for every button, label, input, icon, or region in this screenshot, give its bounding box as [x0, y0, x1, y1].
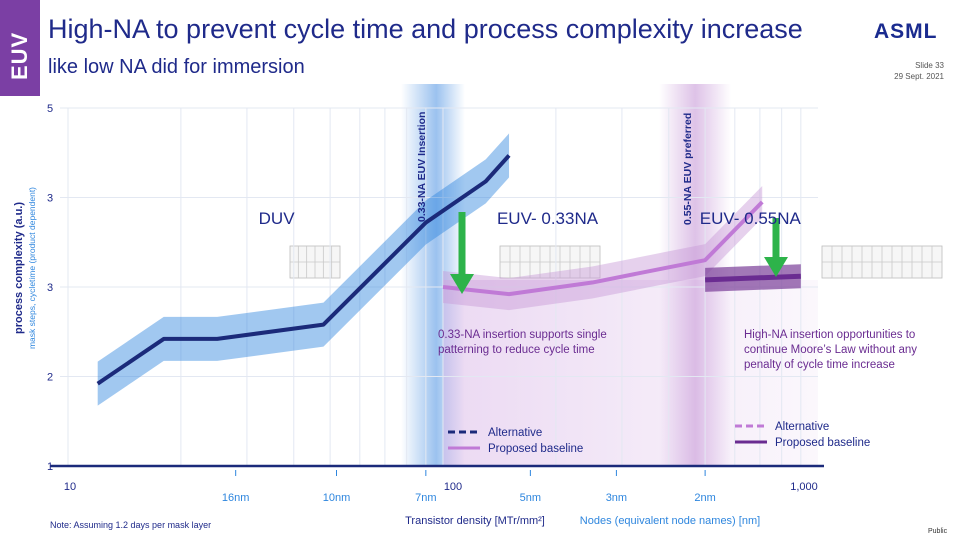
region-label: EUV- 0.33NA — [497, 209, 599, 228]
node-tick-label: 16nm — [222, 492, 250, 504]
annotation-text: High-NA insertion opportunities to contin… — [744, 329, 917, 371]
node-tick-label: 7nm — [415, 492, 436, 504]
layout-pattern-icon — [289, 245, 341, 279]
legend-label: Proposed baseline — [775, 437, 870, 449]
node-tick-label: 5nm — [520, 492, 541, 504]
annotation-line: 0.33-NA insertion supports single — [438, 329, 607, 341]
legend-label: Proposed baseline — [488, 443, 583, 455]
layout-pattern-icon — [821, 245, 943, 279]
y-axis-title: process complexity (a.u.) — [13, 202, 25, 334]
region-label: DUV — [259, 209, 296, 228]
y-tick-label: 2 — [47, 372, 53, 384]
legend-label: Alternative — [488, 427, 542, 439]
footnote: Note: Assuming 1.2 days per mask layer — [50, 520, 212, 530]
slide-subtitle: like low NA did for immersion — [48, 56, 305, 78]
annotation-line: penalty of cycle time increase — [744, 359, 895, 371]
node-tick-label: 10nm — [323, 492, 351, 504]
series-line — [96, 154, 511, 386]
insertion-label: 0.33-NA EUV Insertion — [416, 112, 428, 222]
classification-label: Public — [928, 528, 948, 535]
y-tick-label: 1 — [47, 461, 53, 473]
series-line — [442, 200, 764, 297]
slide-date: 29 Sept. 2021 — [894, 72, 944, 81]
slide-number: Slide 33 — [915, 61, 944, 70]
annotation-line: High-NA insertion opportunities to — [744, 329, 915, 341]
slide-title: High-NA to prevent cycle time and proces… — [48, 14, 803, 44]
node-tick-label: 2nm — [694, 492, 715, 504]
x-tick-label: 10 — [64, 481, 76, 493]
down-arrow-head — [764, 257, 788, 277]
y-tick-label: 5 — [47, 103, 53, 115]
asml-logo: ASML — [874, 20, 938, 43]
layout-pattern-icon — [499, 245, 601, 279]
down-arrow-head — [450, 274, 474, 294]
annotation-line: patterning to reduce cycle time — [438, 344, 595, 356]
series-band — [443, 185, 763, 311]
node-tick-label: 3nm — [606, 492, 627, 504]
y-axis-subtitle: mask steps, cycletime (product dependent… — [27, 187, 37, 349]
x-axis-nodes-title: Nodes (equivalent node names) [nm] — [580, 515, 760, 527]
annotation-text: 0.33-NA insertion supports single pattern… — [438, 329, 607, 356]
section-tab: EUV — [0, 0, 40, 96]
y-tick-label: 3 — [47, 282, 53, 294]
slide-info: Slide 33 29 Sept. 2021 — [894, 60, 944, 82]
y-tick-label: 3 — [47, 193, 53, 205]
series-line — [705, 273, 801, 283]
region-label: EUV- 0.55NA — [700, 209, 802, 228]
annotation-line: continue Moore’s Law without any — [744, 344, 917, 356]
x-axis-title: Transistor density [MTr/mm²] — [405, 515, 545, 527]
insertion-label: 0.55-NA EUV preferred — [682, 113, 694, 225]
legend-label: Alternative — [775, 421, 829, 433]
x-tick-label: 100 — [444, 481, 462, 493]
euv-region-shade — [443, 280, 818, 466]
x-tick-label: 1,000 — [790, 481, 818, 493]
